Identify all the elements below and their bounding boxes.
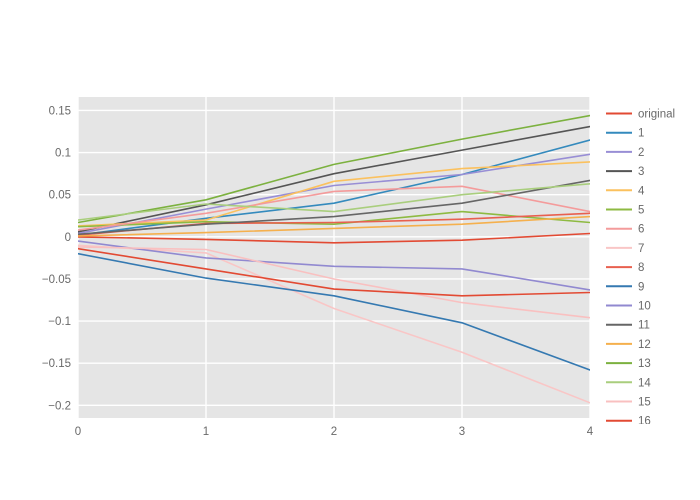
legend-item-12[interactable]: 12 [606,339,651,351]
legend-item-9[interactable]: 9 [606,281,644,293]
series-line-15 [78,246,590,319]
legend-label: 16 [638,416,651,428]
y-axis-tick-label: 0 [65,232,71,244]
series-lines [78,114,590,404]
y-axis-tick-label: 0.05 [49,190,71,202]
series-line-9 [78,252,590,371]
series-line-5 [78,210,590,228]
legend-label: 13 [638,358,651,370]
legend-item-8[interactable]: 8 [606,262,644,274]
legend-label: 6 [638,224,644,236]
series-line-original [78,232,590,244]
legend-item-14[interactable]: 14 [606,377,651,389]
y-axis-tick-label: 0.15 [49,105,71,117]
legend-label: 7 [638,243,644,255]
x-axis-tick-label: 3 [459,426,465,438]
legend-item-11[interactable]: 11 [606,320,650,332]
y-axis-tick-label: −0.1 [48,316,71,328]
legend-item-2[interactable]: 2 [606,147,644,159]
legend-item-3[interactable]: 3 [606,166,644,178]
legend-item-4[interactable]: 4 [606,185,645,197]
legend-item-15[interactable]: 15 [606,397,651,409]
y-axis-tick-label: −0.05 [42,274,71,286]
series-line-4 [78,161,590,227]
series-line-13 [78,114,590,224]
legend-item-5[interactable]: 5 [606,205,644,217]
legend-item-10[interactable]: 10 [606,301,651,313]
legend-label: 12 [638,339,651,351]
legend-label: 1 [638,128,644,140]
series-line-10 [78,240,590,291]
legend-label: 8 [638,262,644,274]
x-axis-tick-label: 1 [203,426,209,438]
legend-item-original[interactable]: original [606,109,675,121]
legend-item-1[interactable]: 1 [606,128,644,140]
legend-label: 11 [638,320,650,332]
series-line-3 [78,125,590,233]
legend-label: 4 [638,185,645,197]
y-axis-tick-label: 0.1 [55,148,71,160]
x-axis-tick-label: 0 [75,426,81,438]
series-line-7 [78,244,590,404]
series-line-14 [78,183,590,221]
series-line-12 [78,215,590,237]
legend-label: 14 [638,377,651,389]
legend-item-16[interactable]: 16 [606,416,651,428]
series-line-6 [78,185,590,231]
legend-item-7[interactable]: 7 [606,243,644,255]
legend-item-13[interactable]: 13 [606,358,651,370]
y-axis-tick-label: −0.15 [42,358,71,370]
legend-label: 9 [638,281,644,293]
legend-label: 10 [638,301,651,313]
series-line-11 [78,179,590,236]
x-axis-tick-label: 4 [587,426,594,438]
legend-label: 5 [638,205,644,217]
y-axis-tick-label: −0.2 [48,400,71,412]
legend-label: 15 [638,397,651,409]
legend-label: 2 [638,147,644,159]
legend-item-6[interactable]: 6 [606,224,644,236]
legend-label: original [638,109,675,121]
x-axis-tick-label: 2 [331,426,337,438]
series-line-16 [78,247,590,297]
series-line-2 [78,153,590,235]
legend-label: 3 [638,166,644,178]
